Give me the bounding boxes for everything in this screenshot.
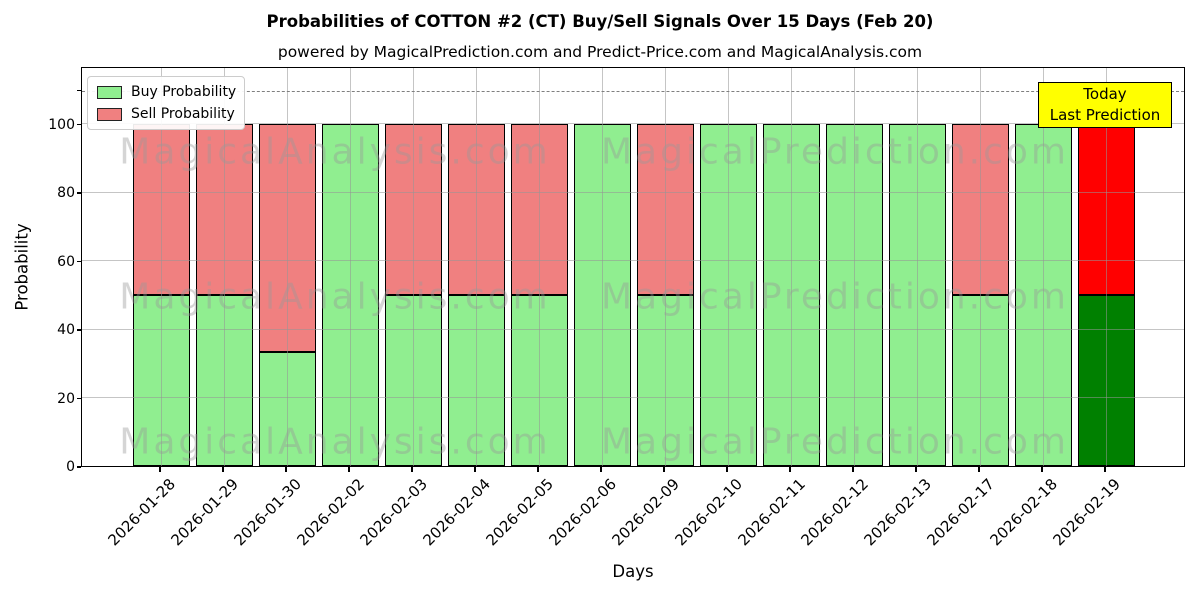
y-tick <box>76 123 81 126</box>
x-tick <box>600 467 602 472</box>
y-tick-label: 80 <box>57 185 75 202</box>
watermark-text: MagicalPrediction.com <box>601 131 1069 173</box>
y-tick-label: 60 <box>57 253 75 270</box>
x-gridline <box>979 68 981 466</box>
today-annotation-line1: Today <box>1083 85 1127 103</box>
y-tick <box>76 89 81 91</box>
legend-entry-buy: Buy Probability <box>97 84 237 100</box>
x-gridline <box>790 68 792 466</box>
chart-subtitle: powered by MagicalPrediction.com and Pre… <box>277 43 923 61</box>
x-tick <box>1041 467 1043 472</box>
buy-swatch-icon <box>97 85 122 99</box>
x-tick-label: 2026-02-09 <box>608 475 683 550</box>
x-tick-label: 2026-01-30 <box>230 475 305 550</box>
watermark-text: MagicalAnalysis.com <box>119 276 551 318</box>
x-tick-label: 2026-02-12 <box>797 475 872 550</box>
legend-entry-sell: Sell Probability <box>97 106 235 122</box>
legend-buy-label: Buy Probability <box>131 84 237 100</box>
y-tick <box>76 260 81 263</box>
x-tick <box>789 467 791 472</box>
y-tick <box>76 397 81 400</box>
y-tick <box>76 466 81 468</box>
watermark-text: MagicalAnalysis.com <box>119 421 551 463</box>
x-gridline <box>412 68 414 466</box>
x-tick <box>537 467 539 472</box>
y-gridline <box>82 397 1184 399</box>
x-gridline <box>160 68 162 466</box>
x-gridline <box>664 68 666 466</box>
chart-title: Probabilities of COTTON #2 (CT) Buy/Sell… <box>266 12 934 31</box>
x-axis-label: Days <box>612 562 654 581</box>
x-tick-label: 2026-02-19 <box>1049 475 1124 550</box>
x-gridline <box>223 68 225 466</box>
y-tick-label: 0 <box>66 459 75 475</box>
y-tick <box>76 329 81 331</box>
x-tick <box>1104 467 1106 472</box>
x-tick <box>222 467 224 472</box>
threshold-dashed-line <box>82 91 1184 93</box>
today-annotation-line2: Last Prediction <box>1049 106 1161 124</box>
y-axis-label: Probability <box>12 223 32 311</box>
y-tick <box>76 192 81 194</box>
x-tick <box>852 467 854 472</box>
x-gridline <box>349 68 351 466</box>
x-gridline <box>1105 68 1107 466</box>
sell-swatch-icon <box>97 107 122 121</box>
x-tick-label: 2026-02-18 <box>986 475 1061 550</box>
x-tick <box>348 467 350 472</box>
x-gridline <box>286 68 288 466</box>
x-tick-label: 2026-02-13 <box>860 475 935 550</box>
x-gridline <box>727 68 729 466</box>
x-gridline <box>601 68 603 466</box>
watermark-text: MagicalPrediction.com <box>601 421 1069 463</box>
watermark-text: MagicalPrediction.com <box>601 276 1069 318</box>
y-tick-label: 40 <box>57 322 75 338</box>
y-gridline <box>82 123 1184 125</box>
x-gridline <box>853 68 855 466</box>
x-gridline <box>916 68 918 466</box>
x-tick-label: 2026-02-10 <box>671 475 746 550</box>
x-tick-label: 2026-02-11 <box>734 475 809 550</box>
x-tick <box>663 467 665 472</box>
x-tick-label: 2026-02-17 <box>923 475 998 550</box>
x-tick <box>978 467 980 472</box>
today-annotation: Today Last Prediction <box>1038 82 1172 128</box>
x-tick-label: 2026-01-29 <box>167 475 242 550</box>
x-tick-label: 2026-02-05 <box>482 475 557 550</box>
x-tick <box>474 467 476 472</box>
x-gridline <box>538 68 540 466</box>
watermark-text: MagicalAnalysis.com <box>119 131 551 173</box>
x-tick-label: 2026-02-06 <box>545 475 620 550</box>
legend: Buy Probability Sell Probability <box>87 76 245 130</box>
y-gridline <box>82 328 1184 330</box>
legend-sell-label: Sell Probability <box>131 106 235 122</box>
x-tick <box>411 467 413 472</box>
x-tick <box>915 467 917 472</box>
y-gridline <box>82 260 1184 262</box>
x-tick-label: 2026-02-03 <box>356 475 431 550</box>
x-tick-label: 2026-01-28 <box>104 475 179 550</box>
x-gridline <box>1042 68 1044 466</box>
x-tick-label: 2026-02-04 <box>419 475 494 550</box>
y-gridline <box>82 191 1184 193</box>
y-tick-label: 100 <box>48 116 75 133</box>
x-tick-label: 2026-02-02 <box>293 475 368 550</box>
y-tick-label: 20 <box>57 390 75 407</box>
x-gridline <box>475 68 477 466</box>
x-tick <box>285 467 287 472</box>
x-tick <box>726 467 728 472</box>
plot-area: Buy Probability Sell Probability <box>81 67 1185 467</box>
x-tick <box>159 467 161 472</box>
